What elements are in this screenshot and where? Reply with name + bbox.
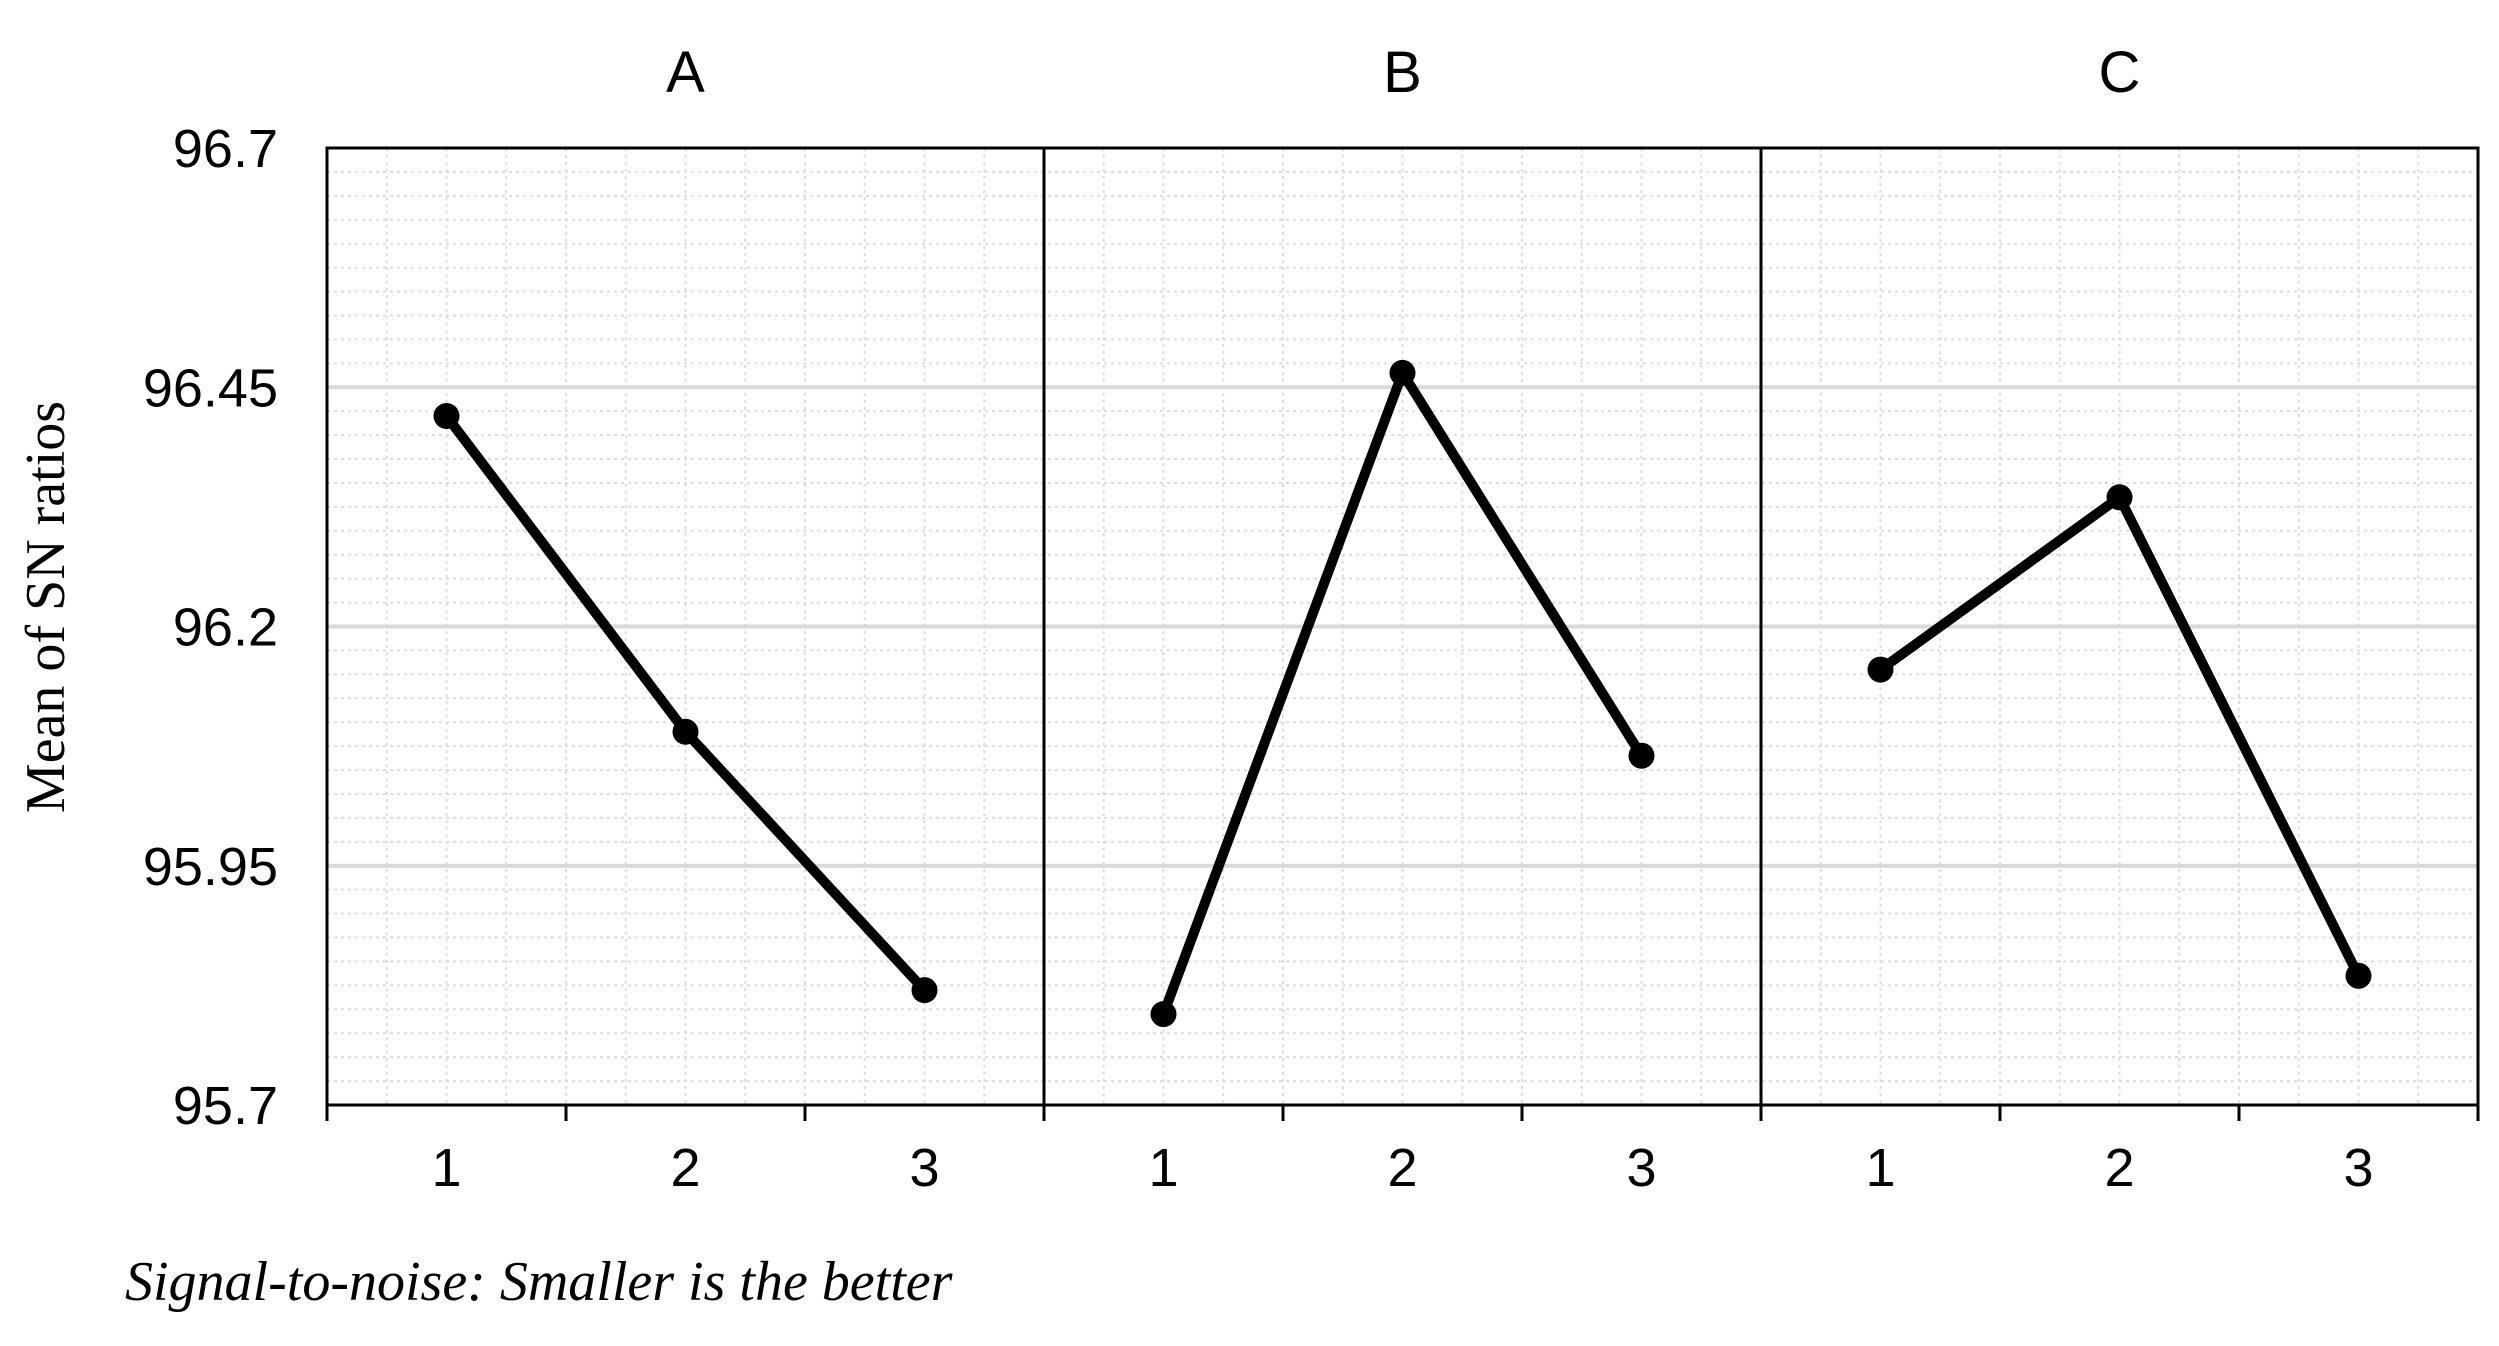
y-tick-label: 96.45 xyxy=(143,358,278,418)
grid xyxy=(327,148,2478,1105)
series xyxy=(433,359,2372,1028)
data-point xyxy=(433,402,460,429)
x-tick-label: 2 xyxy=(2104,1138,2134,1198)
x-tick-label: 1 xyxy=(431,1138,461,1198)
data-point xyxy=(1867,656,1894,683)
data-point xyxy=(1628,742,1655,769)
x-tick-label: 3 xyxy=(1626,1138,1656,1198)
y-tick-label: 96.2 xyxy=(173,598,278,658)
y-tick-label: 96.7 xyxy=(173,119,278,179)
x-tick-label: 2 xyxy=(1387,1138,1417,1198)
panel-title: A xyxy=(666,40,705,105)
data-point xyxy=(2345,962,2372,989)
y-tick-label: 95.7 xyxy=(173,1076,278,1136)
y-tick-label: 95.95 xyxy=(143,837,278,897)
panel-title: C xyxy=(2099,40,2141,105)
data-point xyxy=(1150,1001,1177,1028)
footnote: Signal-to-noise: Smaller is the better xyxy=(125,1251,953,1313)
plot-border xyxy=(325,146,2480,1107)
x-tick-label: 3 xyxy=(909,1138,939,1198)
plot-frame xyxy=(325,146,2480,1121)
series-line-B xyxy=(1158,367,1647,1020)
labels: 95.7 95.95 96.2 96.45 96.7 A 1 2 3 B 1 2 3 C 1 2 3 xyxy=(143,40,2374,1198)
panel-title: B xyxy=(1383,40,1422,105)
y-axis-label: Mean of SN ratios xyxy=(15,401,77,813)
data-point xyxy=(911,977,938,1004)
x-tick-label: 2 xyxy=(670,1138,700,1198)
x-tick-label: 3 xyxy=(2343,1138,2373,1198)
data-point xyxy=(672,718,699,745)
data-point xyxy=(2106,484,2133,511)
x-tick-label: 1 xyxy=(1148,1138,1178,1198)
data-point xyxy=(1389,359,1416,386)
x-tick-label: 1 xyxy=(1865,1138,1895,1198)
